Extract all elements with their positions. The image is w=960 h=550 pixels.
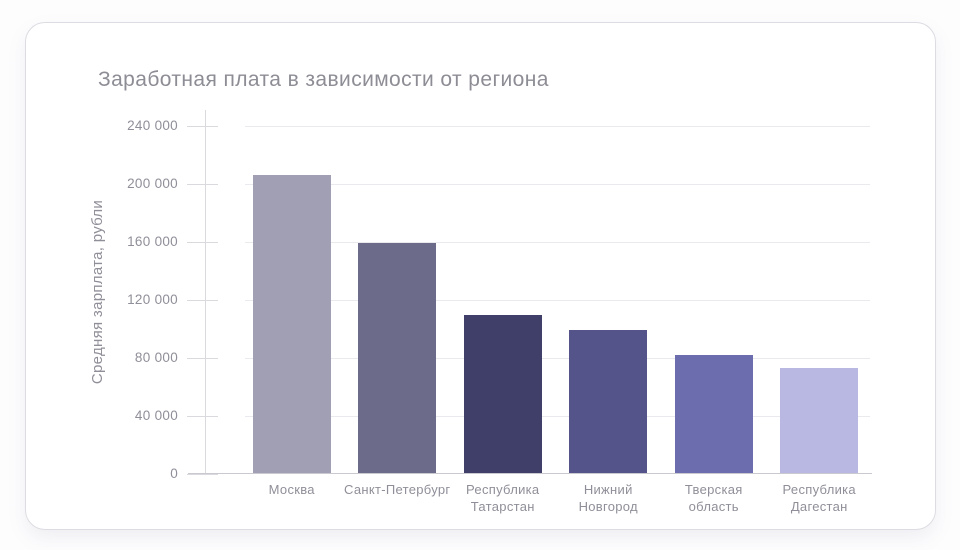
bar-5 xyxy=(674,355,753,474)
gridline xyxy=(245,241,870,243)
gridline xyxy=(245,299,870,301)
y-tick-label: 40 000 xyxy=(134,408,178,423)
x-tick-label: Республика Татарстан xyxy=(466,482,540,514)
y-tick-label: 120 000 xyxy=(127,292,178,307)
y-tick-label: 80 000 xyxy=(134,350,178,365)
x-tick-label: Республика Дагестан xyxy=(782,482,856,514)
y-axis-tick xyxy=(187,358,218,359)
x-axis-baseline xyxy=(188,473,872,474)
bar-2 xyxy=(358,243,437,474)
bar-6 xyxy=(780,368,859,474)
y-axis-tick xyxy=(187,416,218,417)
x-tick-label: Санкт-Петербург xyxy=(344,482,451,497)
bar-1 xyxy=(252,175,331,474)
y-axis-tick xyxy=(187,126,218,127)
y-tick-label: 200 000 xyxy=(127,176,178,191)
bar-4 xyxy=(569,330,648,474)
gridline xyxy=(245,415,870,417)
y-axis-line xyxy=(205,110,206,474)
plot-area xyxy=(239,125,872,474)
bar-3 xyxy=(463,314,542,474)
y-axis-tick xyxy=(187,474,218,475)
gridline xyxy=(245,183,870,185)
x-tick-label: Тверская область xyxy=(684,482,743,514)
y-tick-label: 0 xyxy=(170,466,178,481)
y-axis-tick xyxy=(187,300,218,301)
y-axis-tick xyxy=(187,242,218,243)
y-tick-label: 160 000 xyxy=(127,234,178,249)
y-tick-label: 240 000 xyxy=(127,118,178,133)
x-tick-label: Москва xyxy=(268,482,315,497)
gridline xyxy=(245,125,870,127)
chart-title: Заработная плата в зависимости от регион… xyxy=(98,68,549,91)
x-tick-label: Нижний Новгород xyxy=(578,482,638,514)
y-axis-tick xyxy=(187,184,218,185)
gridline xyxy=(245,357,870,359)
